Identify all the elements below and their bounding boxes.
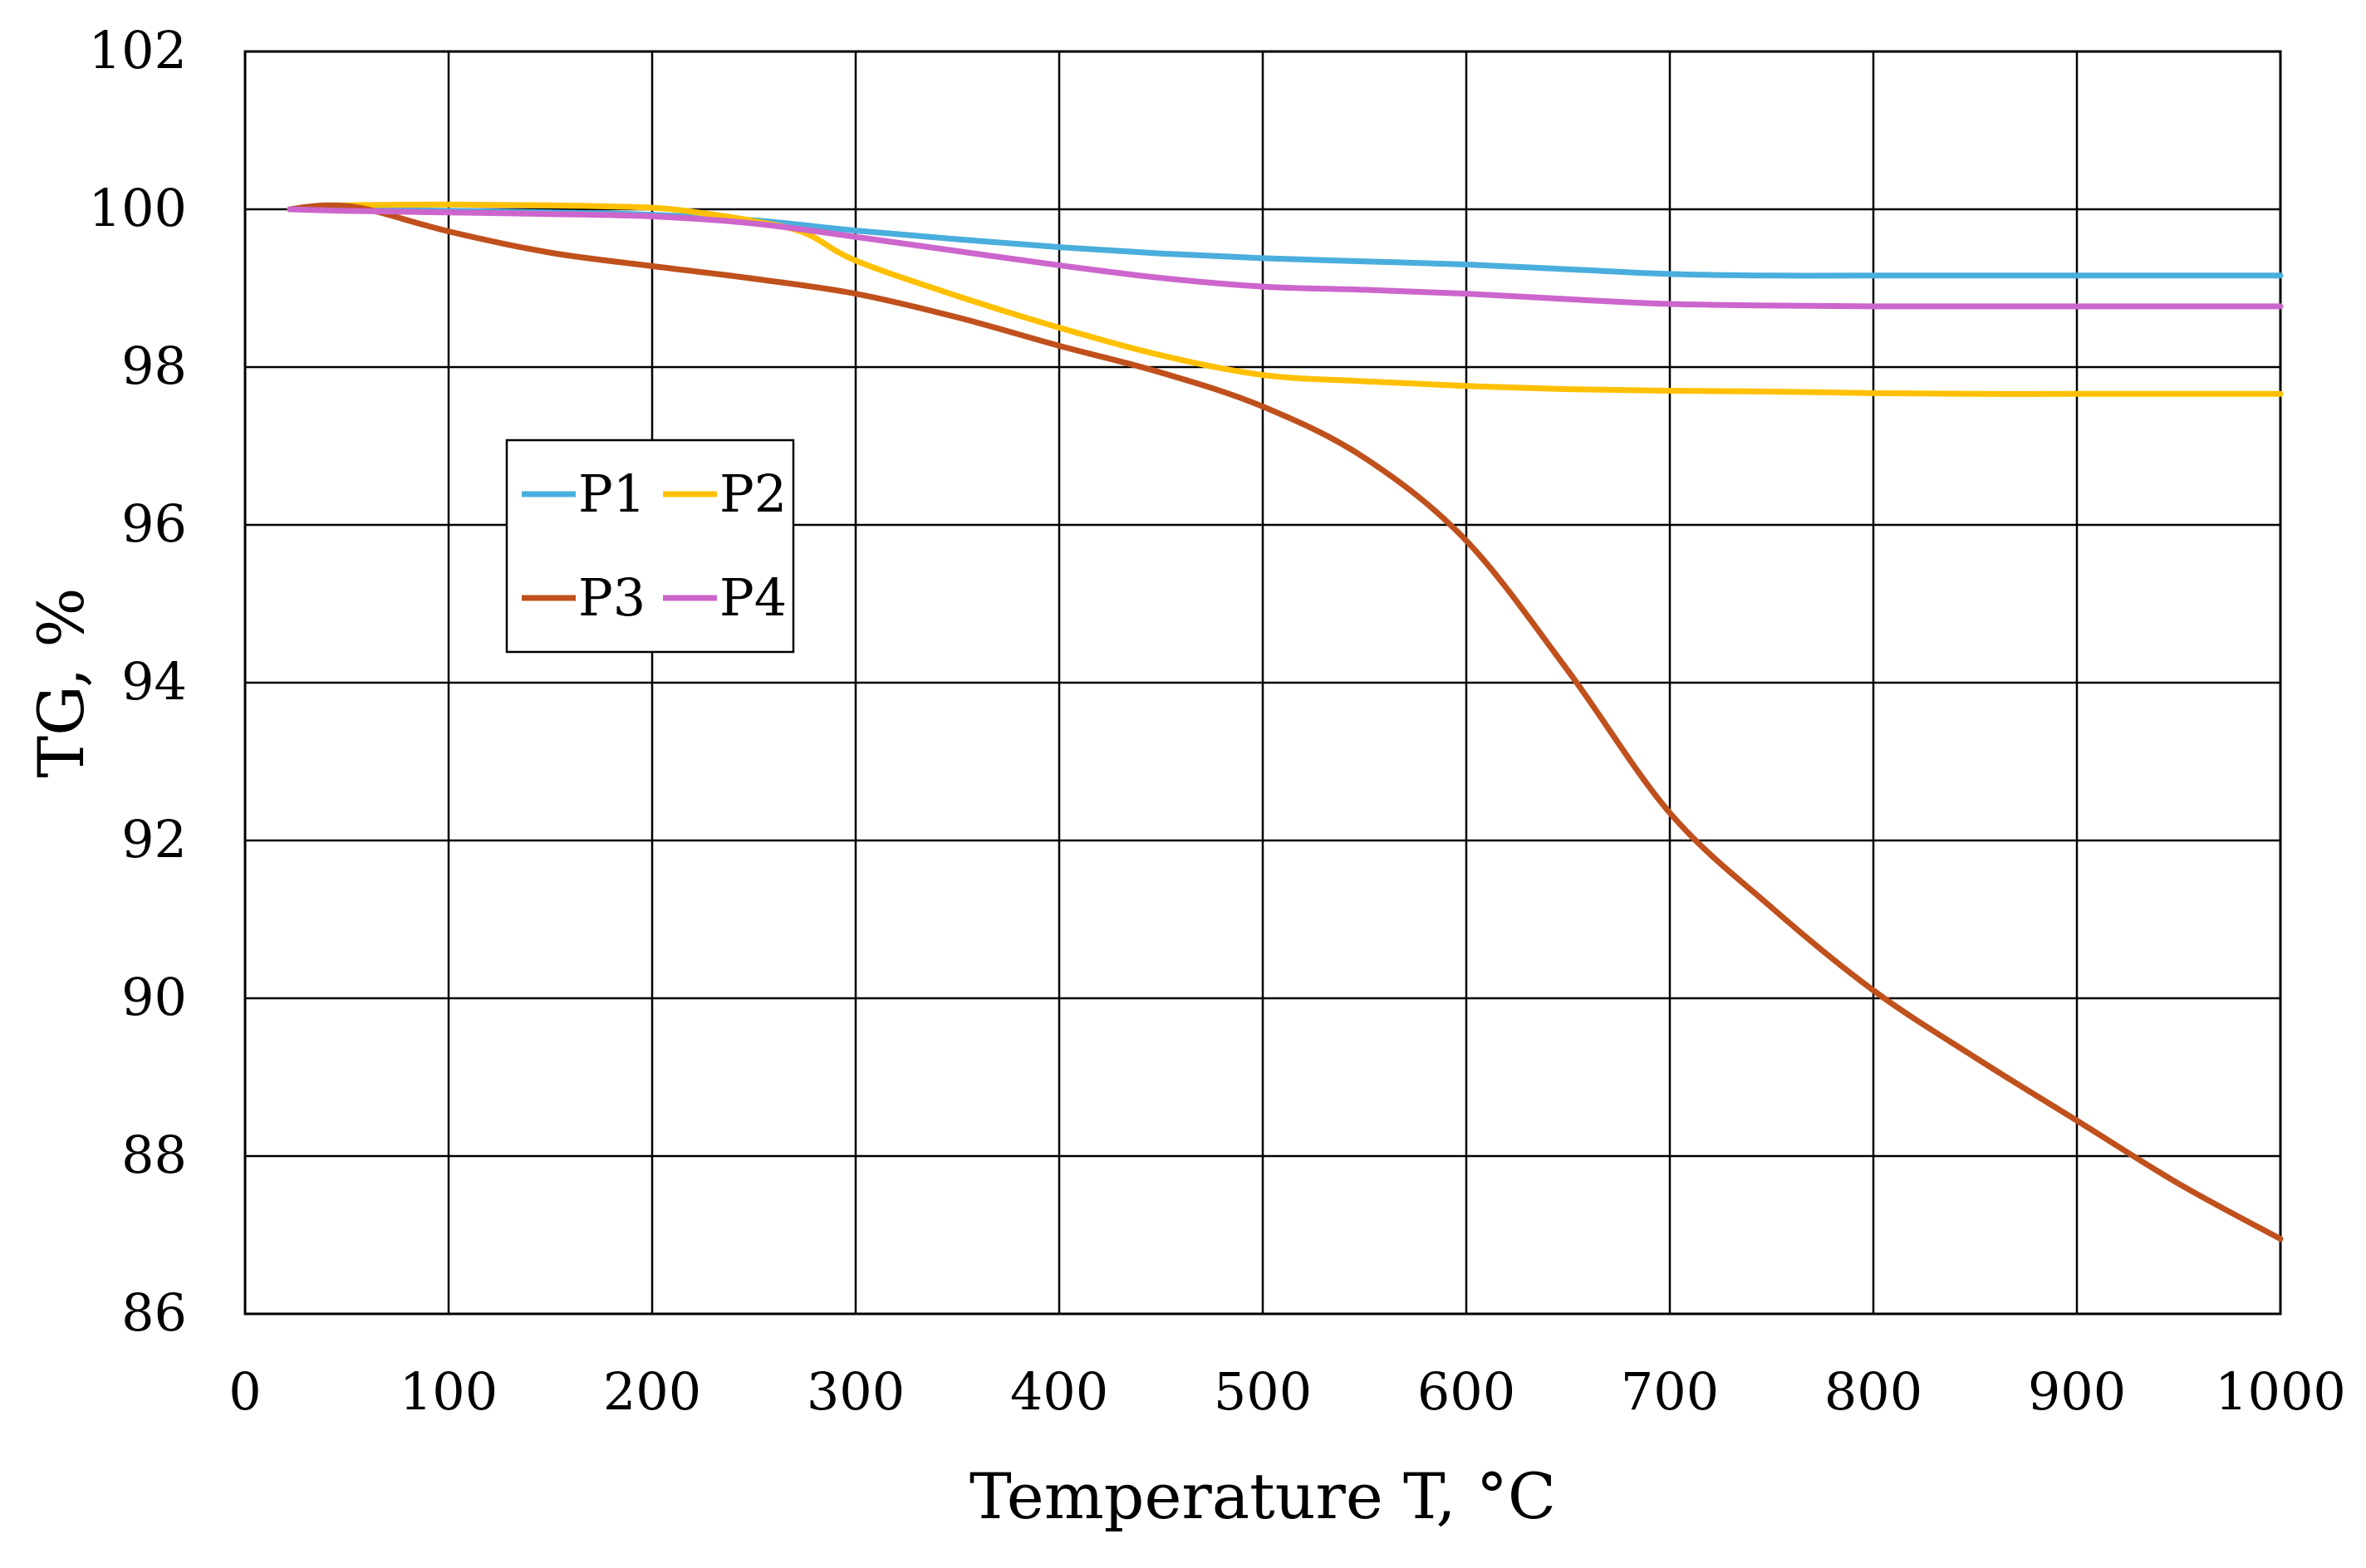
y-tick-label: 88	[121, 1125, 187, 1185]
y-axis-ticks: 86 88 90 92 94 96 98 100 102	[89, 20, 187, 1343]
x-tick-label: 400	[1010, 1361, 1108, 1422]
series-line-p3	[287, 202, 2284, 1242]
x-tick-label: 1000	[2215, 1361, 2346, 1422]
x-tick-label: 500	[1214, 1361, 1312, 1422]
y-tick-label: 96	[121, 493, 187, 554]
y-tick-label: 86	[121, 1282, 187, 1343]
x-axis-title: Temperature T, °C	[969, 1459, 1556, 1533]
y-tick-label: 102	[89, 20, 187, 81]
y-tick-label: 98	[121, 336, 187, 396]
series-line-p2	[287, 201, 2284, 397]
legend-label-p4: P4	[719, 567, 787, 628]
y-tick-label: 92	[121, 809, 187, 870]
x-tick-label: 600	[1417, 1361, 1515, 1422]
legend: P1 P2 P3 P4	[505, 439, 795, 654]
x-tick-label: 800	[1824, 1361, 1922, 1422]
legend-label-p3: P3	[578, 567, 645, 628]
x-axis-ticks: 0 100 200 300 400 500 600 700 800 900 1000	[228, 1361, 2346, 1422]
x-tick-label: 300	[807, 1361, 905, 1422]
legend-box	[505, 439, 795, 654]
x-tick-label: 700	[1621, 1361, 1719, 1422]
x-tick-label: 900	[2028, 1361, 2126, 1422]
legend-label-p1: P1	[578, 463, 645, 524]
series-lines	[287, 201, 2284, 1242]
legend-label-p2: P2	[719, 463, 787, 524]
x-tick-label: 0	[228, 1361, 261, 1422]
y-tick-label: 100	[89, 178, 187, 238]
series-line-p4	[287, 206, 2284, 310]
x-tick-label: 100	[400, 1361, 498, 1422]
y-tick-label: 94	[121, 651, 187, 712]
plot-area-border	[243, 50, 2282, 1316]
y-axis-title: TG, %	[24, 587, 98, 777]
x-tick-label: 200	[603, 1361, 701, 1422]
y-tick-label: 90	[121, 967, 187, 1027]
